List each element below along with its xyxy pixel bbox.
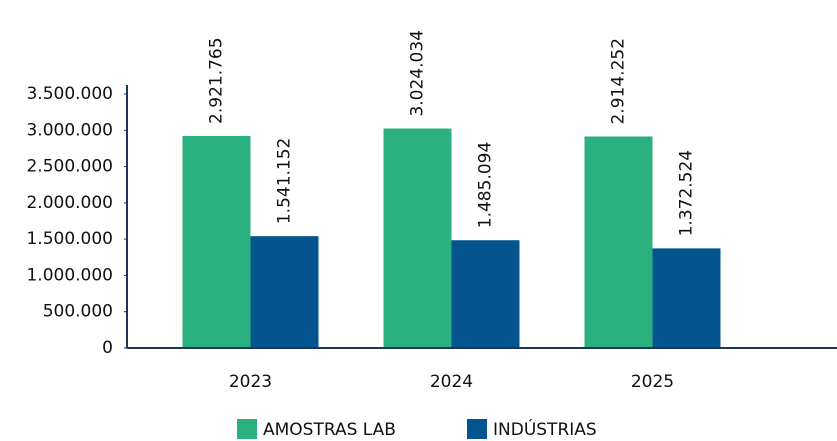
bar (383, 128, 452, 348)
y-tick-label: 1.500.000 (26, 229, 113, 249)
data-label: 2.921.765 (207, 37, 227, 124)
data-label: 1.372.524 (677, 150, 697, 237)
bar (451, 240, 520, 348)
legend-swatch (237, 419, 257, 439)
bar (652, 248, 721, 348)
y-tick-label: 0 (102, 338, 113, 358)
y-tick-label: 3.000.000 (26, 120, 113, 140)
y-tick-label: 1.000.000 (26, 265, 113, 285)
y-tick-label: 2.500.000 (26, 157, 113, 177)
y-tick-label: 500.000 (43, 302, 113, 322)
data-label: 3.024.034 (408, 30, 428, 117)
legend-label: INDÚSTRIAS (493, 418, 597, 440)
data-label: 2.914.252 (609, 38, 629, 125)
x-tick-label: 2024 (430, 372, 473, 392)
bar (250, 236, 319, 348)
bar (584, 136, 653, 348)
legend-swatch (467, 419, 487, 439)
x-tick-label: 2023 (229, 372, 272, 392)
bar (182, 135, 251, 348)
data-label: 1.541.152 (275, 138, 295, 225)
legend-label: AMOSTRAS LAB (263, 420, 396, 440)
data-label: 1.485.094 (476, 142, 496, 229)
x-tick-label: 2025 (631, 372, 674, 392)
y-tick-label: 2.000.000 (26, 193, 113, 213)
y-tick-label: 3.500.000 (26, 84, 113, 104)
